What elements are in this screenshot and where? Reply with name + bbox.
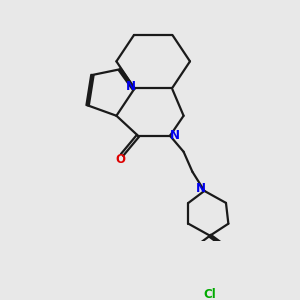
Text: Cl: Cl <box>204 288 216 300</box>
Text: N: N <box>170 128 180 142</box>
Text: N: N <box>196 182 206 195</box>
Text: N: N <box>125 80 135 93</box>
Text: O: O <box>116 153 126 166</box>
